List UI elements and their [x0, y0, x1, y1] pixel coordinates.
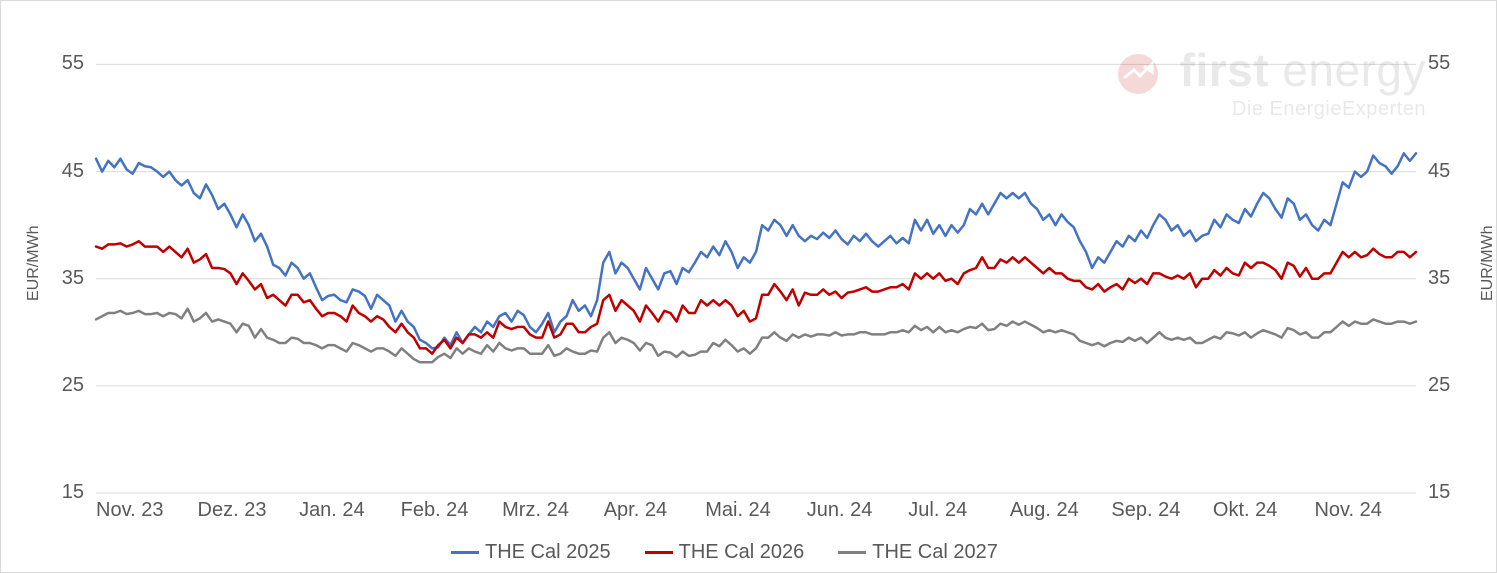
y-tick-label: 35 [62, 267, 84, 290]
y-tick-label: 55 [62, 52, 84, 75]
x-tick-label: Sep. 24 [1111, 499, 1180, 522]
legend: THE Cal 2025 THE Cal 2026 THE Cal 2027 [451, 541, 998, 564]
x-tick-label: Nov. 23 [96, 499, 163, 522]
x-tick-label: Dez. 23 [198, 499, 267, 522]
y-tick-label: 35 [1428, 267, 1450, 290]
line-chart [96, 43, 1416, 493]
legend-label: THE Cal 2025 [485, 541, 611, 564]
legend-item: THE Cal 2026 [645, 541, 805, 564]
y-axis-label-left: EUR/MWh [25, 225, 43, 301]
x-tick-label: Okt. 24 [1213, 499, 1277, 522]
y-tick-label: 25 [62, 374, 84, 397]
legend-swatch [838, 551, 866, 554]
x-tick-label: Apr. 24 [604, 499, 667, 522]
y-tick-label: 45 [62, 160, 84, 183]
legend-label: THE Cal 2026 [679, 541, 805, 564]
legend-item: THE Cal 2027 [838, 541, 998, 564]
x-tick-label: Mrz. 24 [502, 499, 569, 522]
y-tick-label: 45 [1428, 160, 1450, 183]
x-tick-label: Jul. 24 [908, 499, 967, 522]
legend-label: THE Cal 2027 [872, 541, 998, 564]
y-tick-label: 15 [62, 481, 84, 504]
y-tick-label: 55 [1428, 52, 1450, 75]
x-tick-label: Mai. 24 [705, 499, 771, 522]
y-tick-label: 15 [1428, 481, 1450, 504]
legend-item: THE Cal 2025 [451, 541, 611, 564]
y-axis-label-right: EUR/MWh [1479, 225, 1497, 301]
x-tick-label: Nov. 24 [1314, 499, 1381, 522]
x-tick-label: Aug. 24 [1010, 499, 1079, 522]
legend-swatch [451, 551, 479, 554]
y-tick-label: 25 [1428, 374, 1450, 397]
chart-container: EUR/MWh EUR/MWh 15 25 35 45 55 15 25 35 45 55 No… [0, 0, 1497, 573]
x-tick-label: Jan. 24 [299, 499, 365, 522]
x-tick-label: Jun. 24 [807, 499, 873, 522]
legend-swatch [645, 551, 673, 554]
x-tick-label: Feb. 24 [401, 499, 469, 522]
